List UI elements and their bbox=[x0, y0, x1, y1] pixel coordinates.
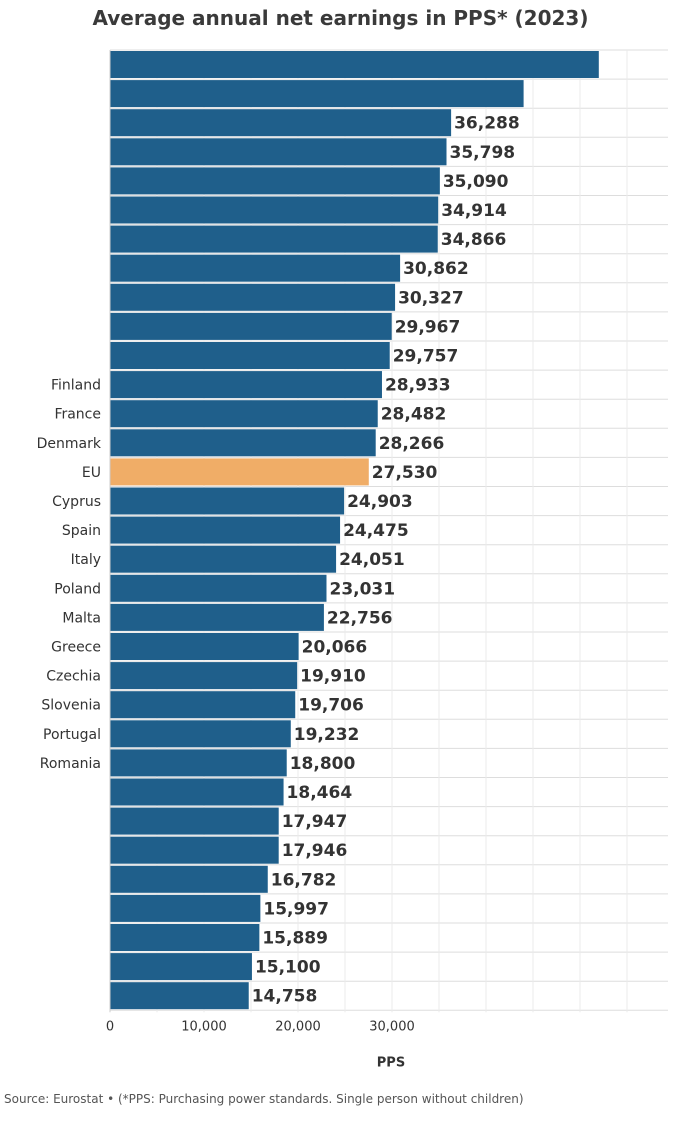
bar bbox=[110, 516, 341, 544]
bar bbox=[110, 691, 296, 719]
value-label: 30,862 bbox=[403, 259, 469, 279]
value-label: 19,706 bbox=[298, 696, 364, 716]
value-label: 15,997 bbox=[263, 899, 329, 919]
value-label: 22,756 bbox=[327, 608, 393, 628]
x-axis-label: PPS bbox=[377, 1055, 405, 1070]
bar bbox=[110, 720, 291, 748]
category-label: Romania bbox=[40, 756, 101, 772]
bar bbox=[110, 865, 268, 893]
value-label: 34,866 bbox=[441, 230, 507, 250]
bar bbox=[110, 138, 447, 166]
bar bbox=[110, 109, 452, 137]
value-label: 34,914 bbox=[441, 201, 507, 221]
value-label: 35,798 bbox=[450, 143, 516, 163]
category-label: Finland bbox=[51, 378, 101, 394]
category-label: Spain bbox=[62, 523, 101, 539]
bar bbox=[110, 283, 396, 311]
bar bbox=[110, 633, 299, 660]
chart-title: Average annual net earnings in PPS* (202… bbox=[92, 6, 589, 30]
value-label: 18,464 bbox=[287, 783, 353, 803]
value-label: 17,947 bbox=[282, 812, 348, 832]
value-label: 24,475 bbox=[343, 521, 409, 541]
category-label: Greece bbox=[51, 640, 101, 656]
value-label: 16,782 bbox=[271, 870, 337, 890]
value-label: 30,327 bbox=[398, 288, 464, 308]
bar bbox=[110, 807, 279, 835]
value-label: 24,903 bbox=[347, 492, 413, 512]
bar bbox=[110, 400, 378, 428]
source-note: Source: Eurostat • (*PPS: Purchasing pow… bbox=[4, 1092, 524, 1106]
value-label: 29,967 bbox=[395, 317, 461, 337]
category-label: Czechia bbox=[46, 669, 101, 685]
bar bbox=[110, 924, 260, 951]
bar bbox=[110, 603, 324, 631]
bar bbox=[110, 254, 401, 282]
bar bbox=[110, 371, 382, 399]
bar bbox=[110, 778, 284, 806]
category-label: Italy bbox=[71, 552, 101, 568]
value-label: 28,266 bbox=[379, 434, 445, 454]
value-label: 20,066 bbox=[302, 638, 368, 658]
value-label: 23,031 bbox=[329, 579, 395, 599]
bar bbox=[110, 894, 261, 922]
value-label: 19,232 bbox=[294, 725, 360, 745]
bar bbox=[110, 574, 327, 602]
value-label: 28,482 bbox=[381, 405, 447, 425]
bar bbox=[110, 749, 287, 777]
bar bbox=[110, 312, 392, 340]
bar-chart: 36,288 35,798 35,090 34,914 34,866 30,862 30,3… bbox=[37, 49, 668, 1070]
category-label: France bbox=[54, 407, 101, 423]
value-label: 14,758 bbox=[252, 987, 318, 1007]
category-label: Denmark bbox=[37, 436, 102, 452]
bar bbox=[110, 80, 524, 108]
value-label: 19,910 bbox=[300, 667, 366, 687]
x-tick-label: 0 bbox=[106, 1019, 114, 1034]
value-label: 28,933 bbox=[385, 376, 451, 396]
bar bbox=[110, 51, 599, 78]
bar bbox=[110, 196, 439, 224]
x-tick-label: 30,000 bbox=[369, 1019, 415, 1034]
bar bbox=[110, 225, 438, 253]
category-label: Slovenia bbox=[41, 698, 101, 714]
value-label: 36,288 bbox=[454, 114, 520, 134]
value-label: 35,090 bbox=[443, 172, 509, 192]
bar bbox=[110, 429, 376, 457]
bar bbox=[110, 982, 249, 1010]
value-label: 24,051 bbox=[339, 550, 405, 570]
value-label: 27,530 bbox=[372, 463, 438, 483]
bar bbox=[110, 953, 252, 981]
bar bbox=[110, 545, 337, 573]
category-label: Poland bbox=[54, 581, 101, 597]
value-label: 15,100 bbox=[255, 958, 321, 978]
bar-layer: 36,288 35,798 35,090 34,914 34,866 30,862 30,3… bbox=[37, 51, 599, 1010]
bar bbox=[110, 662, 298, 690]
x-tick-label: 20,000 bbox=[275, 1019, 321, 1034]
axis-layer: 0 10,000 20,000 30,000 PPS bbox=[106, 50, 415, 1070]
value-label: 17,946 bbox=[282, 841, 348, 861]
bar bbox=[110, 487, 345, 515]
category-label: Portugal bbox=[43, 727, 101, 743]
category-label: Cyprus bbox=[52, 494, 101, 510]
value-label: 29,757 bbox=[393, 347, 459, 367]
category-label: EU bbox=[82, 465, 101, 481]
bar bbox=[110, 167, 440, 195]
value-label: 15,889 bbox=[262, 929, 328, 949]
bar bbox=[110, 458, 369, 486]
value-label: 18,800 bbox=[290, 754, 356, 774]
bar bbox=[110, 836, 279, 864]
x-tick-label: 10,000 bbox=[181, 1019, 227, 1034]
bar bbox=[110, 342, 390, 369]
category-label: Malta bbox=[62, 610, 101, 626]
